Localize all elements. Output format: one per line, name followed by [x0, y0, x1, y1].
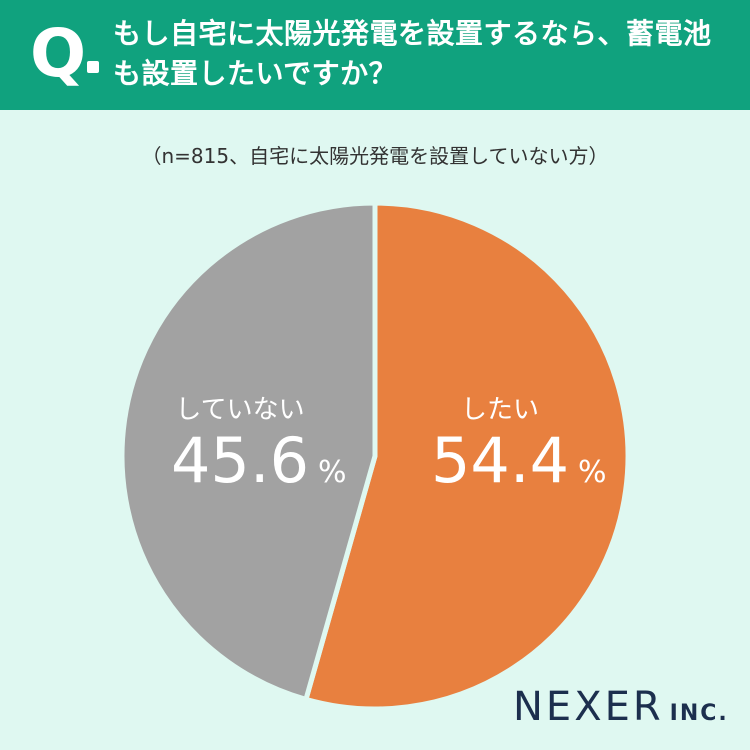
slice-label-yes: したい	[461, 395, 539, 425]
slice-unit-no: %	[318, 455, 347, 490]
question-line-2: も設置したいですか？	[113, 57, 398, 90]
slice-unit-yes: %	[578, 455, 607, 490]
slice-label-no: していない	[175, 395, 304, 425]
sample-note: （n=815、自宅に太陽光発電を設置していない方）	[141, 144, 609, 168]
q-mark: Q	[30, 15, 87, 92]
pie-slice-no	[119, 200, 378, 702]
question-line-1: もし自宅に太陽光発電を設置するなら、蓄電池	[113, 17, 712, 50]
question-text: もし自宅に太陽光発電を設置するなら、蓄電池 も設置したいですか？	[113, 14, 733, 94]
pie-slice-yes	[303, 200, 631, 712]
question-header: Q もし自宅に太陽光発電を設置するなら、蓄電池 も設置したいですか？	[0, 0, 750, 110]
q-dot	[87, 61, 99, 73]
brand-name: NEXER	[513, 684, 664, 730]
slice-value-no: 45.6	[171, 424, 309, 497]
brand-suffix: INC.	[669, 701, 729, 726]
slice-value-yes: 54.4	[431, 424, 569, 497]
nexer-logo: NEXER INC.	[513, 684, 729, 730]
